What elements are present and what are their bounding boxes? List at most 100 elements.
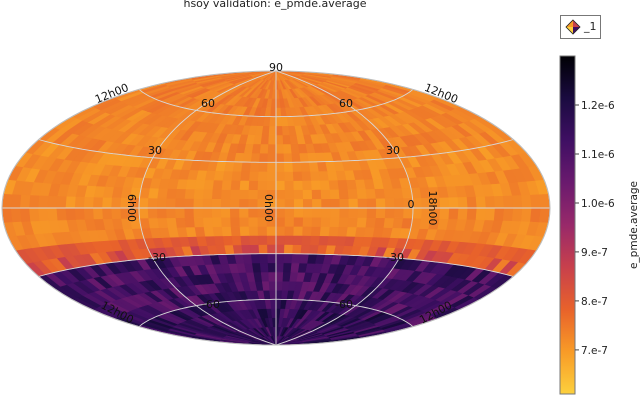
heatmap-cell bbox=[221, 216, 232, 227]
heatmap-cell bbox=[275, 216, 286, 227]
heatmap-cell bbox=[203, 226, 215, 237]
heatmap-cell bbox=[267, 143, 277, 154]
heatmap-cell bbox=[511, 194, 523, 209]
heatmap-cell bbox=[193, 217, 205, 228]
heatmap-cell bbox=[484, 195, 496, 209]
heatmap-cell bbox=[329, 217, 341, 228]
heatmap-cell bbox=[229, 198, 240, 209]
legend[interactable]: _1 bbox=[560, 15, 601, 39]
heatmap-cell bbox=[275, 125, 284, 136]
heatmap-cell bbox=[222, 170, 234, 181]
heatmap-cell bbox=[253, 134, 263, 145]
latitude-label: 60 bbox=[339, 97, 353, 110]
heatmap-cell bbox=[257, 226, 268, 236]
heatmap-cell bbox=[211, 198, 222, 209]
heatmap-cell bbox=[74, 207, 86, 220]
heatmap-cell bbox=[302, 225, 313, 236]
heatmap-cell bbox=[267, 262, 277, 273]
heatmap-cell bbox=[242, 152, 253, 163]
heatmap-cell bbox=[293, 180, 304, 190]
heatmap-cell bbox=[270, 107, 277, 118]
heatmap-cell bbox=[302, 198, 313, 209]
heatmap-cell bbox=[283, 262, 293, 273]
heatmap-cell bbox=[38, 194, 50, 209]
heatmap-cell bbox=[184, 217, 196, 228]
heatmap-cell bbox=[275, 134, 284, 145]
heatmap-cell bbox=[138, 197, 149, 209]
heatmap-cell bbox=[338, 216, 350, 228]
heatmap-cell bbox=[175, 207, 186, 219]
heatmap-cell bbox=[330, 198, 341, 209]
heatmap-cell bbox=[221, 179, 233, 190]
heatmap-cell bbox=[240, 170, 251, 181]
heatmap-cell bbox=[493, 195, 505, 209]
heatmap-cell bbox=[194, 179, 206, 190]
heatmap-cell bbox=[166, 217, 178, 228]
latitude-label: 90 bbox=[269, 61, 283, 74]
latitude-label: -30 bbox=[386, 251, 404, 264]
heatmap-cell bbox=[268, 280, 277, 291]
heatmap-cell bbox=[356, 188, 368, 199]
latitude-label: 60 bbox=[201, 97, 215, 110]
heatmap-cell bbox=[493, 207, 505, 221]
heatmap-cell bbox=[250, 253, 261, 264]
heatmap-cell bbox=[270, 308, 277, 318]
heatmap-cell bbox=[260, 134, 270, 145]
heatmap-cell bbox=[484, 207, 496, 221]
heatmap-cell bbox=[147, 197, 159, 209]
heatmap-cell bbox=[193, 198, 204, 209]
heatmap-cell bbox=[466, 196, 478, 209]
heatmap-cell bbox=[241, 161, 252, 172]
heatmap-cell bbox=[166, 207, 177, 219]
heatmap-cell bbox=[248, 189, 259, 200]
heatmap-cell bbox=[251, 262, 262, 273]
heatmap-cell bbox=[202, 207, 213, 218]
heatmap-cell bbox=[530, 207, 542, 223]
heatmap-cell bbox=[275, 198, 286, 209]
heatmap-cell bbox=[220, 198, 231, 209]
heatmap-cell bbox=[249, 235, 260, 246]
heatmap-cell bbox=[457, 207, 469, 220]
heatmap-cell bbox=[275, 235, 286, 245]
heatmap-cell bbox=[293, 207, 304, 218]
heatmap-cell bbox=[239, 225, 250, 236]
heatmap-cell bbox=[269, 116, 277, 127]
heatmap-cell bbox=[230, 226, 242, 237]
latitude-label: 0 bbox=[408, 198, 415, 211]
heatmap-cell bbox=[249, 161, 260, 172]
heatmap-cell bbox=[338, 188, 350, 200]
heatmap-cell bbox=[475, 195, 487, 209]
heatmap-cell bbox=[211, 207, 222, 218]
heatmap-cell bbox=[92, 196, 104, 209]
heatmap-cell bbox=[249, 244, 260, 255]
heatmap-cell bbox=[284, 171, 295, 181]
heatmap-cell bbox=[232, 161, 244, 172]
heatmap-cell bbox=[138, 207, 149, 219]
heatmap-cell bbox=[268, 271, 277, 282]
heatmap-cell bbox=[357, 198, 368, 209]
heatmap-cell bbox=[102, 207, 113, 220]
heatmap-cell bbox=[266, 180, 277, 190]
heatmap-cell bbox=[511, 207, 523, 222]
heatmap-cell bbox=[261, 125, 271, 136]
heatmap-cell bbox=[259, 143, 269, 154]
heatmap-cell bbox=[267, 244, 277, 254]
heatmap-cell bbox=[328, 179, 340, 190]
heatmap-cell bbox=[310, 235, 321, 246]
heatmap-cell bbox=[221, 226, 233, 237]
heatmap-cell bbox=[29, 207, 41, 222]
heatmap-cell bbox=[239, 198, 250, 209]
heatmap-cell bbox=[310, 179, 322, 190]
heatmap-cell bbox=[231, 170, 242, 181]
heatmap-cell bbox=[283, 253, 293, 264]
heatmap-cell bbox=[184, 207, 195, 218]
heatmap-cell bbox=[175, 217, 187, 228]
heatmap-cell bbox=[311, 216, 322, 227]
heatmap-cell bbox=[374, 217, 386, 228]
heatmap-cell bbox=[302, 180, 313, 191]
heatmap-cell bbox=[302, 216, 313, 227]
heatmap-cell bbox=[321, 207, 332, 218]
heatmap-cell bbox=[275, 244, 285, 254]
heatmap-cell bbox=[384, 207, 396, 219]
